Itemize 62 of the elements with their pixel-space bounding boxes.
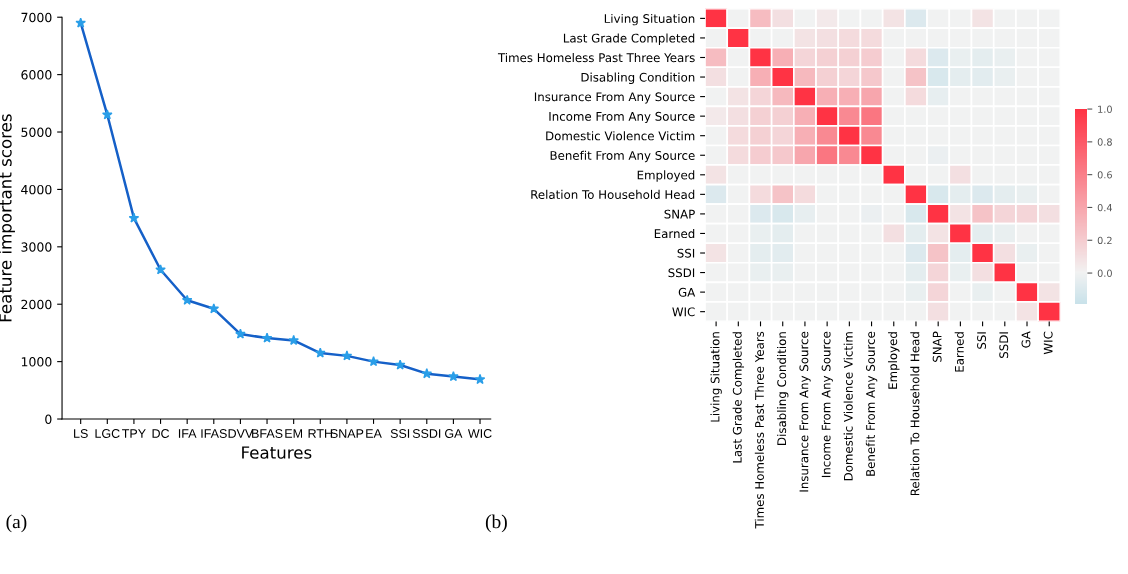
y-tick-label: Living Situation (604, 13, 695, 26)
x-tick-label: IFA (178, 429, 197, 438)
x-tick-label: IFAS (201, 429, 227, 438)
x-tick-label: WIC (467, 429, 492, 438)
x-tick-label: Benefit From Any Source (865, 331, 878, 476)
y-tick-label: Times Homeless Past Three Years (497, 53, 695, 63)
color-bar-label: 0.4 (1097, 203, 1113, 212)
x-tick-label: BFAS (252, 429, 283, 438)
y-tick-label: 3000 (21, 242, 52, 252)
y-tick-label: Earned (654, 228, 695, 239)
color-bar-label: 0.2 (1097, 236, 1112, 245)
x-tick-label: SNAP (932, 331, 942, 362)
color-bar-label: 1.0 (1098, 105, 1112, 113)
y-tick-label: 0 (45, 414, 52, 424)
x-tick-label: SSDI (412, 429, 441, 438)
y-tick-label: 4000 (21, 184, 52, 195)
x-tick-label: SSI (977, 332, 987, 349)
y-tick-label: 2000 (21, 299, 52, 310)
y-tick-label: Relation To Household Head (531, 189, 695, 200)
y-tick-label: SNAP (664, 209, 695, 219)
y-tick-label: Last Grade Completed (563, 33, 695, 45)
x-tick-label: LGC (95, 429, 120, 438)
y-tick-label: Benefit From Any Source (550, 150, 695, 163)
y-tick-label: Disabling Condition (581, 72, 695, 84)
x-tick-label: GA (445, 429, 463, 438)
text: (b) (485, 514, 507, 533)
x-tick-label: WIC (1043, 331, 1053, 355)
x-tick-label: EM (285, 429, 303, 438)
y-tick-label: 1000 (21, 357, 52, 367)
text: (a) (6, 514, 27, 533)
color-bar-label: 0.8 (1097, 138, 1112, 146)
y-tick-label: Domestic Violence Victim (546, 131, 695, 141)
x-tick-label: Relation To Household Head (910, 332, 920, 496)
x-tick-label: Earned (954, 332, 964, 372)
x-tick-label: Employed (888, 332, 900, 389)
y-tick-label: 6000 (21, 70, 52, 80)
y-tick-label: GA (678, 287, 696, 297)
x-tick-label: DVV (228, 429, 254, 438)
x-tick-label: Domestic Violence Victim (843, 332, 853, 481)
x-tick-label: Disabling Condition (777, 332, 789, 445)
x-axis-title: Features (242, 446, 312, 459)
y-tick-label: SSDI (668, 268, 695, 278)
color-bar-label: 0.0 (1097, 269, 1112, 277)
y-tick-label: Income From Any Source (549, 111, 695, 124)
x-tick-label: EA (366, 429, 382, 438)
y-tick-label: Insurance From Any Source (534, 92, 695, 104)
y-tick-label: SSI (677, 248, 695, 258)
y-tick-label: 5000 (21, 127, 52, 137)
x-tick-label: Insurance From Any Source (799, 331, 811, 492)
x-tick-label: LS (74, 429, 88, 438)
x-tick-label: GA (1021, 331, 1031, 348)
x-tick-label: DC (152, 429, 170, 438)
x-tick-label: SSI (390, 429, 410, 438)
color-bar-label: 0.6 (1097, 171, 1112, 179)
x-tick-label: RTH (308, 429, 333, 438)
x-tick-label: TPY (122, 429, 146, 438)
x-tick-label: SNAP (330, 429, 364, 438)
y-tick-label: 7000 (21, 12, 52, 23)
y-tick-label: WIC (672, 307, 695, 317)
x-tick-label: Income From Any Source (821, 331, 833, 478)
y-tick-label: Employed (637, 170, 695, 182)
x-tick-label: SSDI (999, 332, 1009, 358)
